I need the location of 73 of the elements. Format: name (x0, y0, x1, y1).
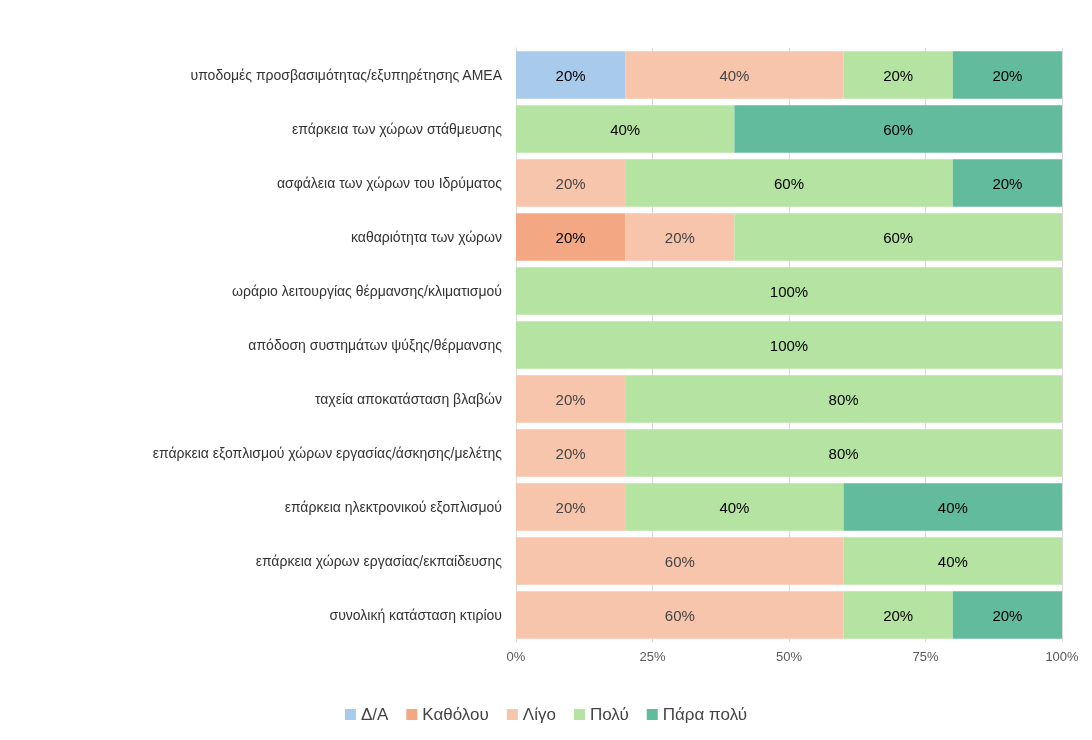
x-tick-label: 50% (775, 649, 803, 664)
data-label: 20% (555, 174, 586, 192)
data-label: 20% (555, 444, 586, 462)
bar (516, 105, 735, 153)
bar (734, 105, 1062, 153)
data-label: 20% (555, 498, 586, 516)
bar (625, 213, 735, 261)
data-label: 60% (773, 174, 805, 192)
data-label: 40% (610, 120, 641, 138)
y-tick-label: συνολική κατάσταση κτιρίου (329, 607, 502, 623)
bar (625, 375, 1062, 423)
bar (952, 159, 1062, 207)
bar (516, 51, 626, 99)
bar (625, 483, 844, 531)
y-tick-label: επάρκεια εξοπλισμού χώρων εργασίας/άσκησης/μελέτης (152, 445, 503, 461)
data-label: 40% (719, 66, 750, 84)
x-tick-label: 75% (912, 649, 939, 664)
bar (734, 213, 1062, 261)
data-label: 20% (555, 390, 586, 408)
y-tick-label: επάρκεια των χώρων στάθμευσης (292, 121, 503, 137)
data-label: 20% (992, 66, 1023, 84)
data-label: 60% (664, 606, 695, 624)
y-tick-label: επάρκεια χώρων εργασίας/εκπαίδευσης (255, 553, 503, 569)
data-label: 80% (828, 390, 859, 408)
data-label: 20% (992, 606, 1023, 624)
data-label: 60% (883, 120, 914, 138)
y-tick-label: επάρκεια ηλεκτρονικού εξοπλισμού (284, 499, 502, 515)
bar (843, 483, 1062, 531)
y-tick-label: ασφάλεια των χώρων του Ιδρύματος (276, 175, 503, 191)
data-label: 20% (555, 228, 586, 246)
legend-label: Καθόλου (422, 705, 489, 724)
bar (516, 213, 626, 261)
bar (516, 429, 626, 477)
data-label: 80% (828, 444, 859, 462)
legend-label: Δ/Α (360, 705, 389, 724)
x-tick-label: 25% (639, 649, 666, 664)
y-tick-label: απόδοση συστημάτων ψύξης/θέρμανσης (248, 337, 503, 353)
data-label: 40% (937, 552, 968, 570)
data-label: 20% (555, 66, 586, 84)
data-label: 20% (883, 606, 914, 624)
y-tick-label: καθαριότητα των χώρων (350, 229, 502, 245)
legend-label: Λίγο (522, 705, 556, 724)
legend-label: Πολύ (589, 705, 629, 724)
bar (625, 51, 844, 99)
data-label: 60% (664, 552, 695, 570)
bar (516, 591, 844, 639)
legend-label: Πάρα πολύ (662, 705, 748, 724)
data-label: 20% (992, 174, 1023, 192)
bar (843, 591, 953, 639)
y-tick-label: υποδομές προσβασιμότητας/εξυπηρέτησης ΑΜΕΑ (190, 67, 503, 83)
bar (625, 429, 1062, 477)
data-label: 100% (769, 336, 809, 354)
bar (843, 51, 953, 99)
bar (516, 375, 626, 423)
bar (516, 537, 844, 585)
data-label: 20% (664, 228, 695, 246)
y-tick-label: ωράριο λειτουργίας θέρμανσης/κλιματισμού (232, 283, 502, 299)
data-label: 60% (883, 228, 914, 246)
x-tick-label: 0% (506, 649, 526, 664)
y-tick-label: ταχεία αποκατάσταση βλαβών (314, 391, 502, 407)
bar (516, 321, 1062, 369)
bar (843, 537, 1062, 585)
bar (952, 51, 1062, 99)
bar (516, 159, 626, 207)
bar (625, 159, 953, 207)
x-tick-label: 100% (1045, 649, 1080, 664)
data-label: 100% (769, 282, 809, 300)
data-label: 40% (937, 498, 968, 516)
data-label: 20% (883, 66, 914, 84)
bar (516, 267, 1062, 315)
bar (952, 591, 1062, 639)
data-label: 40% (719, 498, 750, 516)
bar (516, 483, 626, 531)
